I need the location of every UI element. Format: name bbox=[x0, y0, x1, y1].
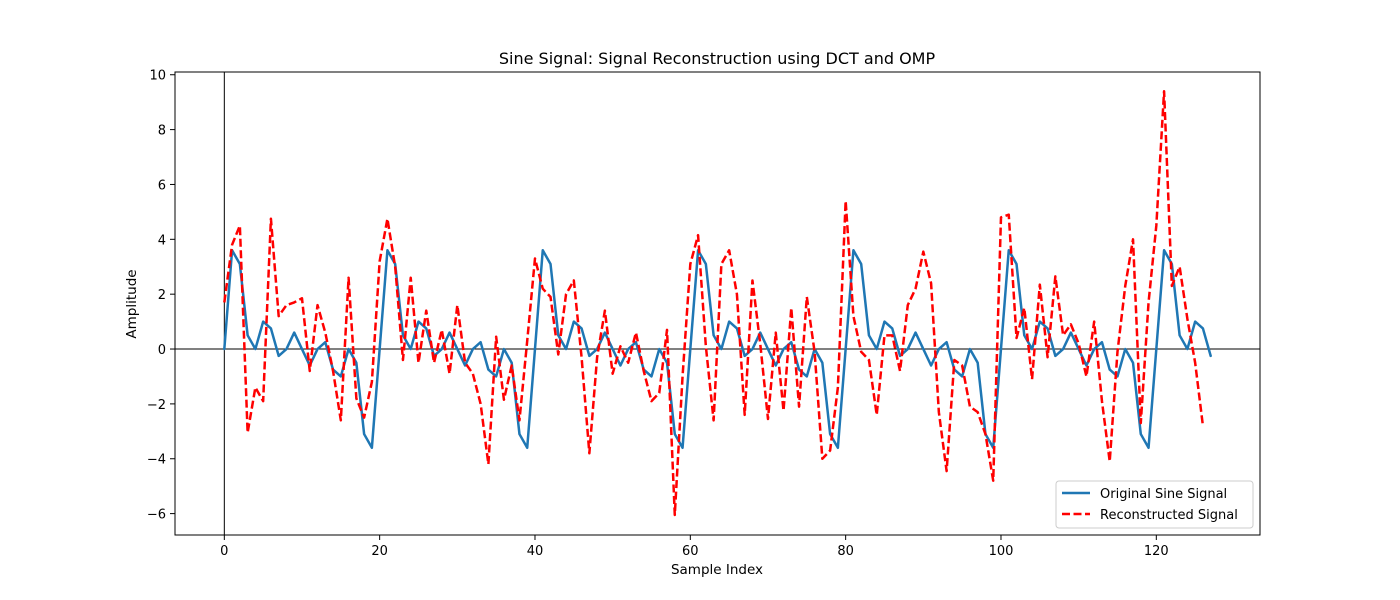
y-axis: −6 −4 −2 0 2 4 6 8 10 bbox=[147, 69, 175, 523]
x-tick-label: 100 bbox=[989, 544, 1014, 559]
x-axis: 0 20 40 60 80 100 120 bbox=[220, 535, 1169, 559]
plot-frame bbox=[174, 71, 1261, 536]
series-layer bbox=[223, 89, 1212, 517]
x-axis-label: Sample Index bbox=[671, 562, 763, 578]
x-tick-label: 40 bbox=[527, 544, 544, 559]
y-tick-label: 6 bbox=[158, 178, 166, 193]
y-tick-label: 2 bbox=[158, 288, 166, 303]
series-line-reconstructed bbox=[223, 89, 1205, 517]
legend-label-reconstructed: Reconstructed Signal bbox=[1100, 508, 1238, 523]
x-tick-label: 120 bbox=[1144, 544, 1169, 559]
y-tick-label: −4 bbox=[147, 453, 166, 468]
x-tick-label: 20 bbox=[371, 544, 388, 559]
y-tick-label: 0 bbox=[158, 343, 166, 358]
y-tick-label: −6 bbox=[147, 508, 166, 523]
y-tick-label: −2 bbox=[147, 398, 166, 413]
legend-box bbox=[1055, 480, 1254, 529]
y-tick-label: 4 bbox=[158, 233, 166, 248]
legend: Original Sine Signal Reconstructed Signa… bbox=[1055, 480, 1254, 529]
x-tick-label: 0 bbox=[220, 544, 228, 559]
plot-background bbox=[175, 72, 1260, 535]
y-tick-label: 10 bbox=[149, 69, 166, 84]
chart-title: Sine Signal: Signal Reconstruction using… bbox=[499, 49, 936, 68]
y-tick-label: 8 bbox=[158, 124, 166, 139]
legend-label-original: Original Sine Signal bbox=[1100, 487, 1227, 502]
y-axis-label: Amplitude bbox=[124, 269, 140, 338]
plot-area bbox=[174, 71, 1261, 536]
x-tick-label: 80 bbox=[837, 544, 854, 559]
x-tick-label: 60 bbox=[682, 544, 699, 559]
